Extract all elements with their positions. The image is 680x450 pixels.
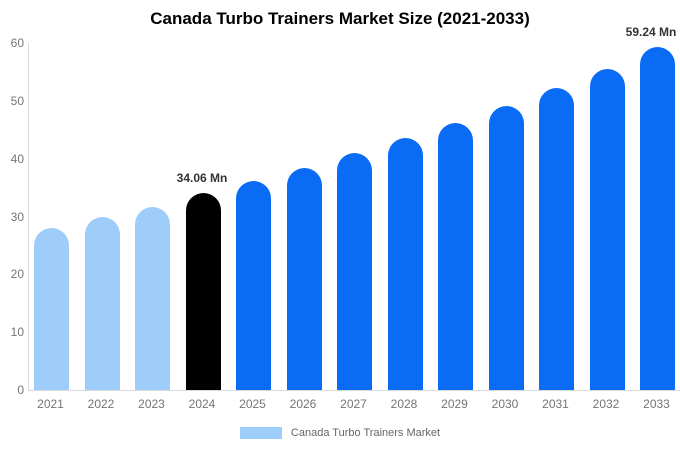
legend-swatch <box>239 427 282 439</box>
legend: Canada Turbo Trainers Market <box>0 427 680 439</box>
x-tick-2021: 2021 <box>37 397 64 411</box>
bar-2030 <box>488 106 524 390</box>
y-tick-10: 10 <box>10 325 24 340</box>
y-tick-0: 0 <box>17 383 24 397</box>
y-tick-60: 60 <box>10 36 24 50</box>
x-tick-2024: 2024 <box>188 397 216 411</box>
x-tick-2022: 2022 <box>87 397 115 411</box>
point-label-2033: 59.24 Mn <box>625 25 677 40</box>
bar-2025 <box>236 181 271 390</box>
point-label-2024: 34.06 Mn <box>176 171 228 186</box>
bar-2021 <box>34 228 69 390</box>
x-tick-2031: 2031 <box>542 397 569 411</box>
x-tick-2032: 2032 <box>592 397 620 411</box>
x-tick-2028: 2028 <box>390 397 418 411</box>
bar-2023 <box>135 206 170 390</box>
bar-2031 <box>539 88 574 390</box>
x-tick-2033: 2033 <box>643 397 670 411</box>
bar-2032 <box>589 69 625 390</box>
bar-2029 <box>438 122 473 390</box>
y-tick-20: 20 <box>10 267 24 282</box>
chart-title: Canada Turbo Trainers Market Size (2021-… <box>150 9 530 28</box>
y-tick-50: 50 <box>10 93 24 108</box>
bar-2022 <box>84 216 120 390</box>
x-tick-2030: 2030 <box>491 397 519 411</box>
plot-area <box>28 43 680 391</box>
bar-2033 <box>640 47 675 390</box>
y-tick-40: 40 <box>10 151 24 166</box>
bar-2027 <box>337 152 372 390</box>
x-tick-2029: 2029 <box>441 397 468 411</box>
x-tick-2027: 2027 <box>340 397 367 411</box>
bar-2024 <box>185 193 221 390</box>
x-tick-2023: 2023 <box>138 397 165 411</box>
x-tick-2025: 2025 <box>239 397 266 411</box>
y-tick-30: 30 <box>10 209 24 224</box>
bar-2028 <box>387 137 423 390</box>
bar-2026 <box>286 167 322 390</box>
x-tick-2026: 2026 <box>289 397 317 411</box>
legend-label: Canada Turbo Trainers Market <box>290 427 441 439</box>
